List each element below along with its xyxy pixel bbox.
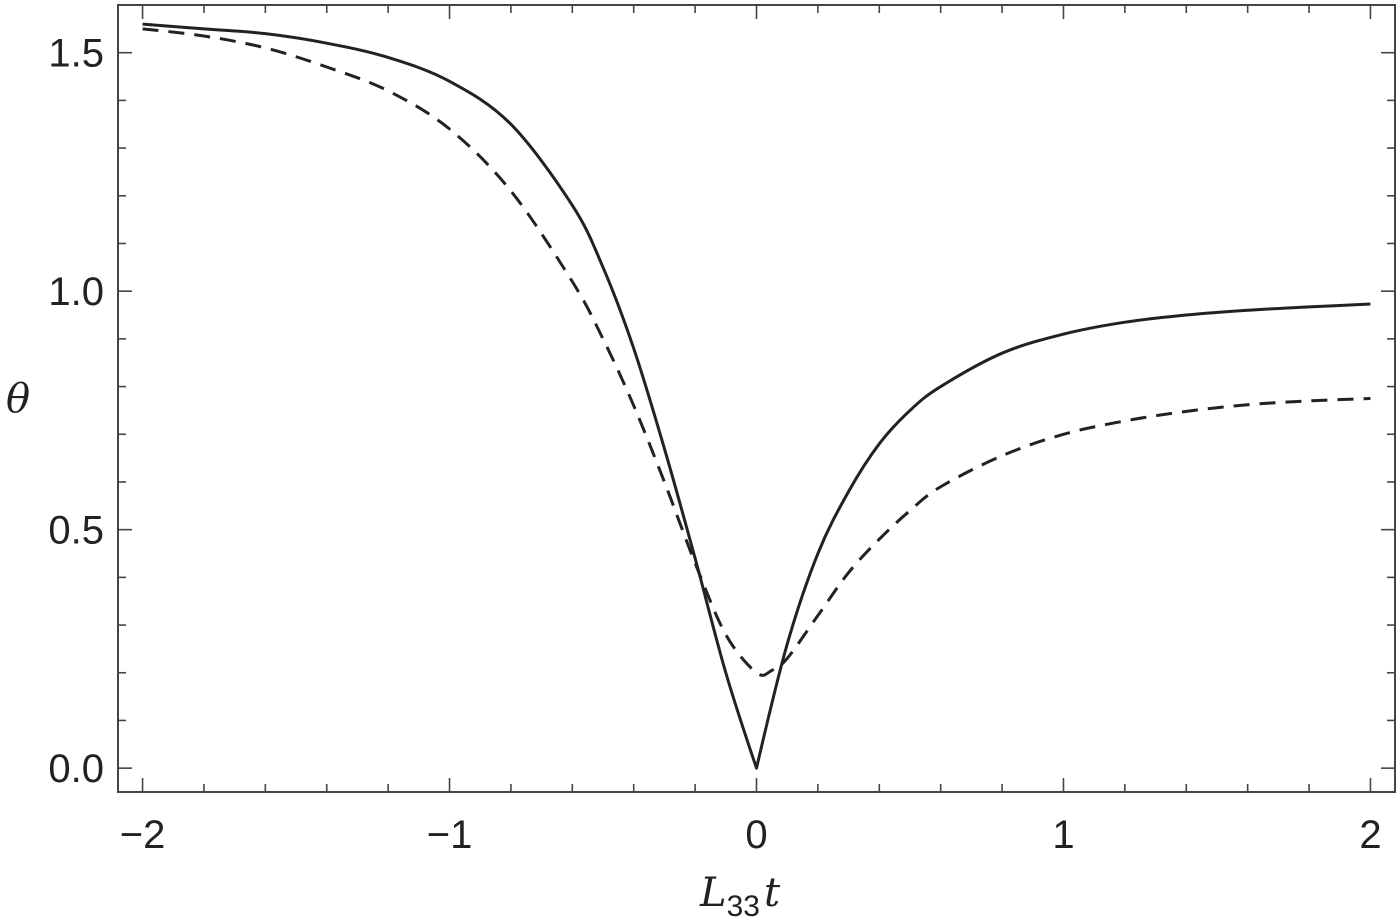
series-solid-line bbox=[142, 22, 1371, 770]
plot-frame bbox=[117, 4, 1396, 793]
x-tick-label: 2 bbox=[1359, 813, 1381, 857]
y-tick-label: 0.0 bbox=[48, 747, 104, 791]
x-tick-label: −1 bbox=[427, 813, 473, 857]
y-axis-label: θ bbox=[6, 376, 30, 422]
y-tick-label: 0.5 bbox=[48, 509, 104, 553]
axis-ticks bbox=[118, 5, 1395, 792]
series-layer bbox=[142, 22, 1371, 770]
series-dashed-line bbox=[142, 27, 1371, 677]
x-tick-label: 0 bbox=[745, 813, 767, 857]
x-axis-label-rest: t bbox=[764, 870, 781, 916]
x-axis-label: L33 t bbox=[699, 870, 781, 921]
x-axis-label-sub: 33 bbox=[727, 890, 760, 921]
y-tick-label: 1.5 bbox=[48, 32, 104, 76]
x-tick-label: 1 bbox=[1052, 813, 1074, 857]
y-tick-label: 1.0 bbox=[48, 270, 104, 314]
x-tick-label: −2 bbox=[120, 813, 166, 857]
x-axis-label-main: L bbox=[699, 870, 727, 916]
axis-tick-labels: −2 −1 0 1 2 0.0 0.5 1.0 1.5 bbox=[48, 32, 1381, 857]
